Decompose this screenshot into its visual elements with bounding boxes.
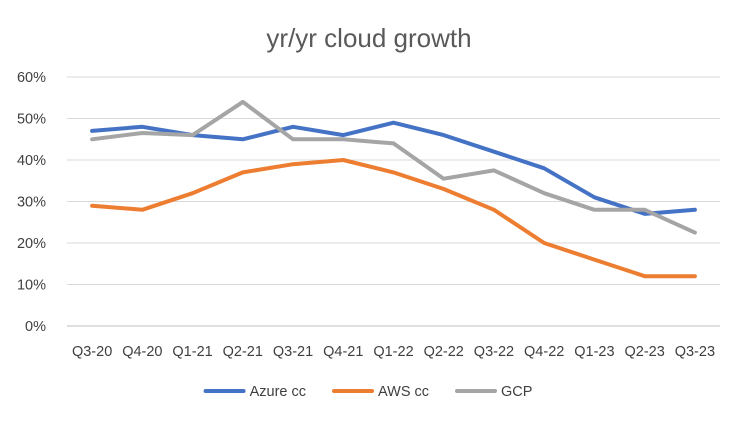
legend-label: GCP — [501, 384, 532, 400]
legend-item: AWS cc — [332, 384, 429, 400]
x-tick-label: Q1-21 — [172, 344, 212, 360]
gridlines — [67, 76, 720, 327]
y-tick-label: 60% — [17, 70, 46, 86]
x-tick-label: Q3-23 — [675, 344, 715, 360]
x-tick-label: Q3-22 — [474, 344, 514, 360]
y-tick-label: 40% — [17, 153, 46, 169]
y-axis-tick-labels: 0% 10% 20% 30% 40% 50% 60% — [17, 70, 46, 335]
x-tick-label: Q2-22 — [424, 344, 464, 360]
x-tick-label: Q4-21 — [323, 344, 363, 360]
legend-item: Azure cc — [203, 384, 306, 400]
y-tick-label: 10% — [17, 278, 46, 294]
legend-label: AWS cc — [378, 384, 429, 400]
x-tick-label: Q3-20 — [72, 344, 112, 360]
legend: Azure cc AWS cc GCP — [203, 384, 532, 400]
series-lines — [90, 99, 697, 279]
series-line-gcp — [90, 99, 697, 235]
x-tick-label: Q2-21 — [223, 344, 263, 360]
series-line-aws-cc — [90, 158, 697, 279]
y-tick-label: 30% — [17, 195, 46, 211]
chart-title: yr/yr cloud growth — [266, 23, 471, 53]
x-tick-label: Q1-23 — [574, 344, 614, 360]
x-tick-label: Q2-23 — [624, 344, 664, 360]
x-tick-label: Q1-22 — [373, 344, 413, 360]
y-tick-label: 50% — [17, 112, 46, 128]
x-tick-label: Q4-20 — [122, 344, 162, 360]
legend-item: GCP — [455, 384, 532, 400]
x-tick-label: Q4-22 — [524, 344, 564, 360]
y-tick-label: 0% — [25, 319, 46, 335]
legend-label: Azure cc — [250, 384, 306, 400]
y-tick-label: 20% — [17, 236, 46, 252]
x-axis-tick-labels: Q3-20 Q4-20 Q1-21 Q2-21 Q3-21 Q4-21 Q1-22 Q2-22… — [72, 344, 715, 360]
x-tick-label: Q3-21 — [273, 344, 313, 360]
